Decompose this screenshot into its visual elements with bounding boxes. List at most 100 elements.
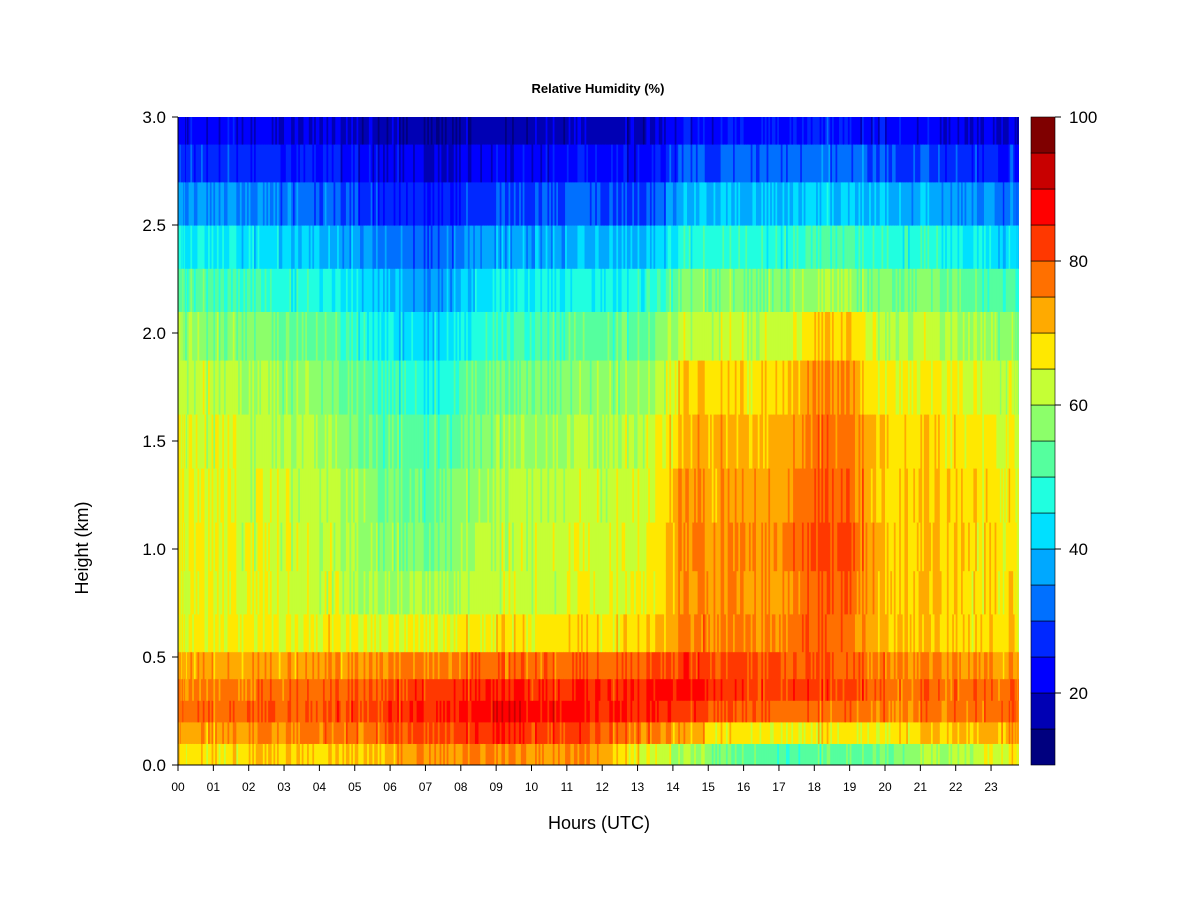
heatmap-cell: [248, 311, 252, 361]
heatmap-cell: [536, 311, 540, 361]
heatmap-cell: [264, 678, 267, 701]
heatmap-cell: [430, 225, 434, 269]
heatmap-cell: [269, 570, 273, 615]
heatmap-cell: [535, 613, 538, 653]
heatmap-cell: [549, 743, 552, 765]
heatmap-cell: [248, 225, 252, 269]
heatmap-cell: [321, 570, 324, 615]
heatmap-cell: [312, 225, 315, 269]
heatmap-cell: [308, 522, 312, 572]
heatmap-cell: [482, 468, 485, 523]
heatmap-cell: [345, 522, 349, 572]
heatmap-cell: [591, 225, 594, 269]
heatmap-cell: [420, 117, 423, 145]
heatmap-cell: [314, 570, 317, 615]
heatmap-cell: [517, 678, 520, 701]
heatmap-cell: [674, 651, 678, 680]
heatmap-cell: [457, 613, 460, 653]
heatmap-cell: [526, 117, 529, 145]
heatmap-cell: [430, 468, 434, 523]
heatmap-cell: [190, 311, 193, 361]
heatmap-cell: [428, 311, 432, 361]
heatmap-cell: [603, 700, 607, 723]
heatmap-cell: [501, 678, 504, 701]
heatmap-cell: [363, 181, 366, 226]
heatmap-cell: [407, 678, 411, 701]
heatmap-cell: [550, 117, 554, 145]
heatmap-cell: [543, 743, 547, 765]
heatmap-cell: [208, 225, 211, 269]
heatmap-cell: [229, 117, 232, 145]
heatmap-cell: [596, 225, 600, 269]
heatmap-cell: [264, 700, 267, 723]
heatmap-cell: [282, 570, 285, 615]
heatmap-cell: [358, 522, 361, 572]
heatmap-cell: [607, 678, 610, 701]
heatmap-cell: [619, 743, 623, 765]
heatmap-cell: [588, 678, 591, 701]
heatmap-cell: [455, 743, 458, 765]
heatmap-cell: [225, 613, 229, 653]
heatmap-cell: [238, 311, 241, 361]
heatmap-cell: [404, 721, 407, 744]
heatmap-cell: [453, 414, 457, 469]
heatmap-cell: [603, 117, 607, 145]
heatmap-cell: [545, 468, 549, 523]
heatmap-cell: [315, 468, 319, 523]
heatmap-cell: [238, 414, 241, 469]
heatmap-cell: [400, 117, 404, 145]
heatmap-cell: [612, 570, 616, 615]
heatmap-cell: [618, 678, 621, 701]
heatmap-cell: [492, 311, 495, 361]
heatmap-cell: [296, 468, 299, 523]
heatmap-cell: [420, 522, 423, 572]
heatmap-cell: [480, 144, 483, 183]
heatmap-cell: [635, 360, 639, 415]
heatmap-cell: [301, 181, 305, 226]
heatmap-cell: [676, 414, 679, 469]
heatmap-cell: [671, 678, 674, 701]
heatmap-cell: [428, 678, 432, 701]
heatmap-cell: [200, 721, 204, 744]
heatmap-cell: [321, 678, 324, 701]
heatmap-cell: [291, 613, 294, 653]
heatmap-cell: [254, 468, 257, 523]
heatmap-cell: [653, 700, 656, 723]
heatmap-cell: [535, 117, 538, 145]
heatmap-cell: [188, 613, 191, 653]
heatmap-cell: [289, 268, 292, 312]
heatmap-cell: [669, 144, 672, 183]
heatmap-cell: [572, 570, 575, 615]
heatmap-cell: [296, 181, 299, 226]
heatmap-cell: [280, 678, 283, 701]
heatmap-cell: [545, 225, 549, 269]
heatmap-cell: [321, 268, 324, 312]
heatmap-cell: [349, 311, 352, 361]
heatmap-cell: [439, 522, 442, 572]
heatmap-cell: [374, 721, 377, 744]
heatmap-cell: [321, 225, 324, 269]
heatmap-cell: [215, 268, 218, 312]
heatmap-cell: [603, 743, 607, 765]
heatmap-cell: [301, 311, 305, 361]
heatmap-cell: [676, 721, 679, 744]
heatmap-cell: [354, 268, 358, 312]
heatmap-cell: [324, 225, 328, 269]
heatmap-cell: [527, 743, 531, 765]
heatmap-cell: [257, 570, 260, 615]
heatmap-cell: [471, 522, 474, 572]
heatmap-cell: [545, 414, 549, 469]
heatmap-cell: [360, 117, 363, 145]
heatmap-cell: [634, 468, 637, 523]
heatmap-cell: [223, 613, 227, 653]
heatmap-cell: [197, 570, 200, 615]
heatmap-cell: [602, 311, 605, 361]
heatmap-cell: [358, 468, 361, 523]
heatmap-cell: [398, 225, 402, 269]
heatmap-cell: [351, 468, 354, 523]
heatmap-cell: [687, 414, 690, 469]
heatmap-cell: [231, 651, 234, 680]
heatmap-cell: [603, 468, 607, 523]
heatmap-cell: [467, 117, 471, 145]
heatmap-cell: [558, 181, 561, 226]
